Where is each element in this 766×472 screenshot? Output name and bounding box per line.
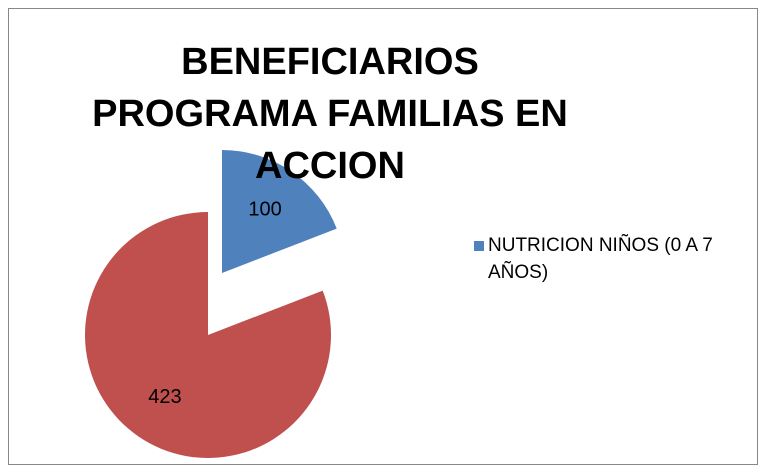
data-label: 100 bbox=[248, 198, 281, 220]
chart-title: BENEFICIARIOS PROGRAMA FAMILIAS EN ACCIO… bbox=[92, 41, 568, 187]
legend-swatch bbox=[474, 241, 484, 251]
pie-slice bbox=[222, 150, 337, 273]
legend-label: NUTRICION NIÑOS (0 A 7 AÑOS) bbox=[488, 235, 713, 283]
legend-item: NUTRICION NIÑOS (0 A 7 AÑOS) bbox=[474, 232, 744, 286]
data-label: 423 bbox=[148, 386, 181, 408]
legend: NUTRICION NIÑOS (0 A 7 AÑOS) bbox=[474, 232, 744, 286]
pie-slice bbox=[84, 212, 332, 458]
